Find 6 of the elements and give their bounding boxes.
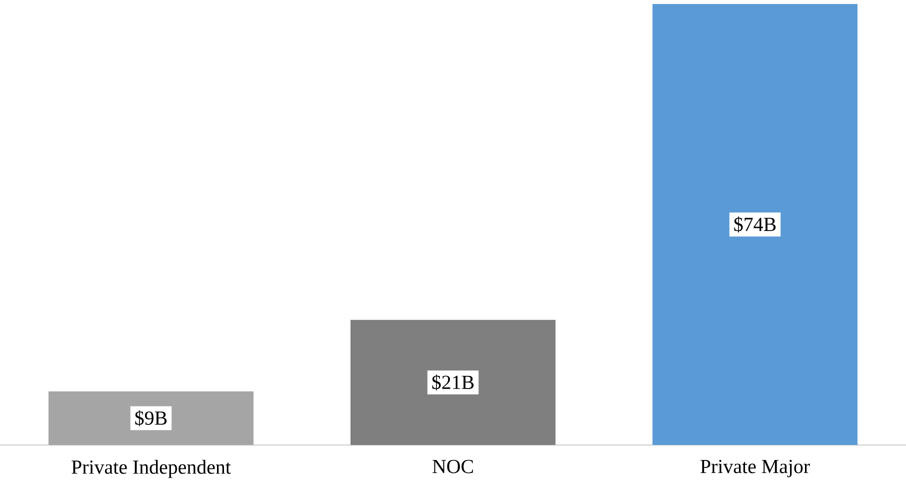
data-label: $21B	[432, 374, 474, 390]
x-tick-label: NOC	[432, 460, 473, 474]
data-label: $9B	[135, 410, 167, 426]
data-label: $74B	[734, 216, 776, 232]
x-tick-label: Private Independent	[72, 460, 231, 478]
x-tick-label: Private Major	[700, 460, 810, 478]
